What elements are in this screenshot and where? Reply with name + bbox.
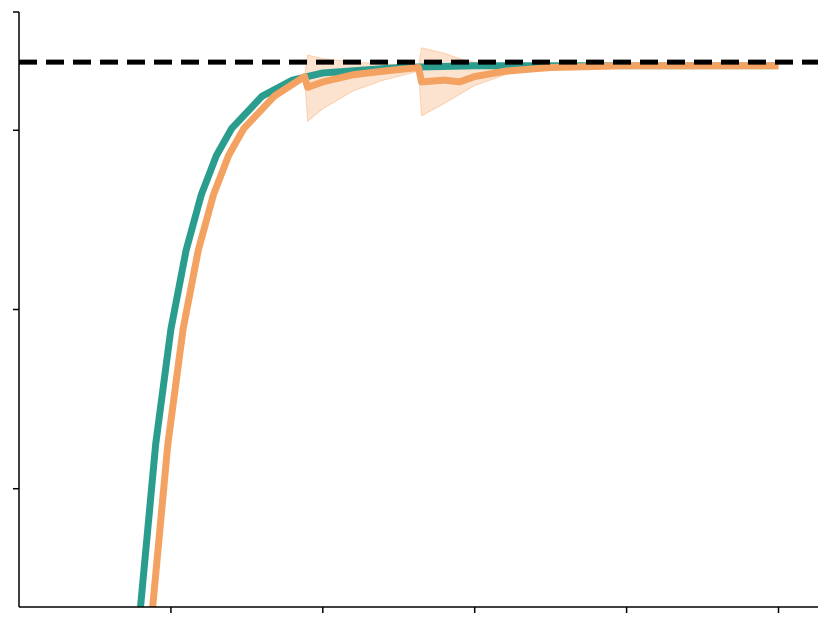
confidence-band — [304, 47, 779, 123]
series-line — [149, 62, 779, 607]
